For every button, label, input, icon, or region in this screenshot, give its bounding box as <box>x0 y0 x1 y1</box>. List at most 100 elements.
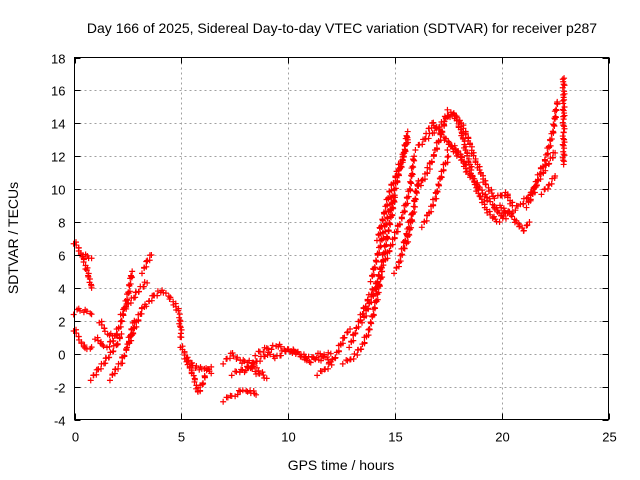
data-point <box>383 201 390 208</box>
data-point <box>178 334 185 341</box>
plot-frame <box>74 57 609 420</box>
data-point <box>88 255 95 262</box>
data-point <box>434 188 441 195</box>
data-point <box>220 360 227 367</box>
data-point <box>382 208 389 215</box>
data-point <box>542 167 549 174</box>
axis-ticks <box>74 57 610 421</box>
data-point <box>106 354 113 361</box>
data-point <box>87 310 94 317</box>
series-track-3 <box>70 326 95 353</box>
data-point <box>560 116 567 123</box>
y-tick-label: 10 <box>51 183 65 198</box>
data-point <box>98 321 105 328</box>
data-point <box>412 188 419 195</box>
data-point <box>339 360 346 367</box>
data-point <box>477 169 484 176</box>
data-point <box>148 251 155 258</box>
data-point <box>313 354 320 361</box>
y-tick-label: 18 <box>51 52 65 67</box>
data-point <box>424 169 431 176</box>
y-tick-label: 12 <box>51 150 65 165</box>
data-point <box>268 346 275 353</box>
data-point <box>561 96 568 103</box>
y-tick-label: 4 <box>58 282 65 297</box>
data-point <box>260 372 267 379</box>
data-point <box>97 338 104 345</box>
data-point <box>403 132 410 139</box>
data-point <box>261 353 268 360</box>
data-point <box>476 193 483 200</box>
series-track-25 <box>373 136 412 244</box>
data-point <box>406 185 413 192</box>
data-point <box>401 208 408 215</box>
data-point <box>552 106 559 113</box>
y-tick-label: 14 <box>51 117 65 132</box>
data-point <box>144 279 151 286</box>
data-point <box>252 352 259 359</box>
data-point <box>269 342 276 349</box>
data-point <box>404 128 411 135</box>
data-point <box>143 303 150 310</box>
data-point <box>117 311 124 318</box>
data-point <box>191 378 198 385</box>
data-point <box>162 290 169 297</box>
y-tick-label: 0 <box>58 348 65 363</box>
data-point <box>318 353 325 360</box>
data-point <box>399 159 406 166</box>
data-point <box>267 351 274 358</box>
data-point <box>240 356 247 363</box>
data-point <box>130 330 137 337</box>
series-track-10 <box>124 301 148 351</box>
data-point <box>255 370 262 377</box>
data-point <box>453 117 460 124</box>
data-point <box>88 284 95 291</box>
data-point <box>419 141 426 148</box>
data-point <box>386 247 393 254</box>
y-tick-label: 8 <box>58 216 65 231</box>
data-point <box>117 323 124 330</box>
data-point <box>368 299 375 306</box>
data-point <box>165 293 172 300</box>
x-tick-label: 25 <box>602 430 616 445</box>
data-point <box>190 372 197 379</box>
data-point <box>430 151 437 158</box>
data-point <box>140 283 147 290</box>
data-point <box>377 242 384 249</box>
data-point <box>127 272 134 279</box>
data-point <box>386 219 393 226</box>
data-point <box>175 307 182 314</box>
data-point <box>370 311 377 318</box>
data-point <box>110 337 117 344</box>
x-tick-labels: 0 5 10 15 20 25 <box>72 430 617 445</box>
data-point <box>561 125 568 132</box>
data-point <box>411 209 418 216</box>
data-point <box>488 190 495 197</box>
data-point <box>290 347 297 354</box>
data-point <box>230 352 237 359</box>
data-point <box>184 354 191 361</box>
data-point <box>384 214 391 221</box>
data-point <box>263 345 270 352</box>
series-track-19 <box>252 341 334 366</box>
series-track-13 <box>177 343 215 395</box>
data-point <box>457 126 464 133</box>
data-point <box>138 270 145 277</box>
data-point <box>154 288 161 295</box>
data-point <box>113 342 120 349</box>
data-point <box>119 360 126 367</box>
data-point <box>435 181 442 188</box>
data-point <box>405 231 412 238</box>
data-point <box>154 292 161 299</box>
data-point <box>350 337 357 344</box>
series-track-11 <box>138 251 155 277</box>
data-point <box>487 211 494 218</box>
data-point <box>544 185 551 192</box>
data-point <box>332 354 339 361</box>
data-point <box>412 146 419 153</box>
data-point <box>411 203 418 210</box>
data-point <box>306 358 313 365</box>
data-point <box>129 268 136 275</box>
data-point <box>365 332 372 339</box>
data-point <box>328 361 335 368</box>
